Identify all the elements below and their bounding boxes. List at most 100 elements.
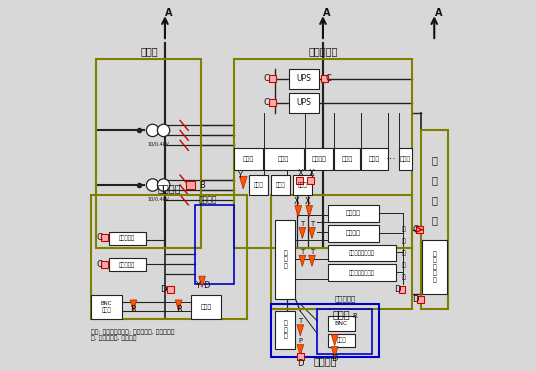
Bar (288, 93, 319, 112)
Bar (269, 99, 276, 106)
Bar (234, 148, 263, 170)
Bar (91, 195, 248, 319)
Text: D: D (297, 359, 303, 368)
Circle shape (158, 124, 170, 137)
Text: R: R (176, 305, 182, 313)
Text: 收费站机房: 收费站机房 (308, 46, 338, 56)
Text: UPS: UPS (296, 74, 311, 83)
Polygon shape (130, 300, 137, 311)
Bar (271, 304, 379, 357)
Text: D: D (331, 354, 338, 363)
Text: 变
电
机: 变 电 机 (284, 321, 287, 339)
Text: 发动机: 发动机 (200, 304, 212, 310)
Text: 载: 载 (401, 263, 405, 268)
Text: 监控装: 监控装 (400, 157, 411, 162)
Bar (264, 148, 304, 170)
Bar (399, 148, 412, 170)
Text: T: T (300, 221, 304, 227)
Bar (271, 175, 290, 195)
Bar (328, 205, 379, 222)
Text: 用: 用 (401, 275, 405, 280)
Text: C: C (325, 74, 331, 83)
Text: 10/0.4kV: 10/0.4kV (147, 142, 169, 147)
Bar (275, 311, 295, 349)
Polygon shape (309, 255, 315, 266)
Text: T: T (300, 249, 304, 255)
Bar (328, 225, 379, 242)
Bar (275, 220, 295, 299)
Polygon shape (297, 345, 304, 356)
Text: 变频机: 变频机 (254, 182, 263, 188)
Circle shape (146, 179, 159, 191)
Text: 大: 大 (431, 195, 437, 205)
Polygon shape (331, 347, 338, 358)
Text: 衡: 衡 (401, 239, 405, 244)
Text: 棚: 棚 (431, 215, 437, 225)
Text: R: R (130, 305, 136, 313)
Bar (109, 232, 146, 244)
Text: 广播摄像机: 广播摄像机 (334, 296, 355, 302)
Text: D: D (160, 285, 166, 294)
Bar (417, 296, 424, 303)
Circle shape (158, 179, 170, 191)
Text: P: P (298, 338, 302, 344)
Text: 说明: 外场配电箱包括: 可变情报板, 可变限速标
志, 单侧检测器, 气象仪车: 说明: 外场配电箱包括: 可变情报板, 可变限速标 志, 单侧检测器, 气象仪车 (91, 329, 174, 341)
Bar (195, 205, 234, 284)
Bar (191, 295, 221, 319)
Text: 变电所: 变电所 (140, 46, 158, 56)
Polygon shape (297, 325, 304, 336)
Bar (271, 195, 412, 309)
Text: C: C (96, 260, 102, 269)
Bar (321, 75, 328, 82)
Polygon shape (299, 227, 306, 239)
Polygon shape (299, 255, 306, 266)
Text: 10/0.4kV: 10/0.4kV (147, 196, 169, 201)
Text: A: A (165, 8, 173, 18)
Polygon shape (295, 206, 302, 217)
Bar (288, 69, 319, 89)
Text: C: C (263, 98, 269, 107)
Bar (305, 148, 332, 170)
Bar (361, 148, 388, 170)
Text: 通信柜: 通信柜 (242, 157, 254, 162)
Text: R: R (353, 313, 358, 319)
Text: 车道视平内摄像机: 车道视平内摄像机 (349, 250, 375, 256)
Polygon shape (331, 335, 338, 346)
Text: 广
场
疏
电
用: 广 场 疏 电 用 (433, 251, 436, 283)
Circle shape (146, 124, 159, 137)
Text: 控制器: 控制器 (278, 157, 289, 162)
Text: X: X (305, 197, 311, 206)
Text: 平: 平 (401, 227, 405, 233)
Text: C: C (96, 233, 102, 242)
Text: UPS: UPS (296, 98, 311, 107)
Bar (249, 175, 268, 195)
Text: 外场设备: 外场设备 (198, 196, 217, 204)
Bar (167, 286, 174, 293)
Text: C: C (412, 225, 418, 234)
Text: 驱动器: 驱动器 (337, 338, 346, 343)
Text: 服务器: 服务器 (341, 157, 353, 162)
Text: X: X (309, 168, 315, 178)
Bar (416, 226, 422, 233)
Bar (101, 261, 108, 268)
Text: 比例亭: 比例亭 (369, 157, 380, 162)
Text: 变频机: 变频机 (297, 182, 307, 188)
Text: Y: Y (196, 281, 200, 290)
Text: D: D (203, 281, 210, 290)
Bar (421, 131, 448, 309)
Bar (328, 265, 397, 281)
Text: 费: 费 (431, 175, 437, 185)
Polygon shape (309, 227, 315, 239)
Bar (91, 295, 122, 319)
Text: T: T (310, 249, 314, 255)
Text: C: C (263, 74, 269, 83)
Text: BNC: BNC (335, 321, 348, 326)
Text: 收: 收 (431, 155, 437, 165)
Bar (293, 175, 312, 195)
Text: 车道视平内摄像机: 车道视平内摄像机 (349, 270, 375, 276)
Text: A: A (323, 8, 331, 18)
Text: Y: Y (237, 171, 242, 180)
Bar (101, 234, 108, 241)
Polygon shape (240, 176, 247, 189)
Bar (307, 177, 314, 184)
